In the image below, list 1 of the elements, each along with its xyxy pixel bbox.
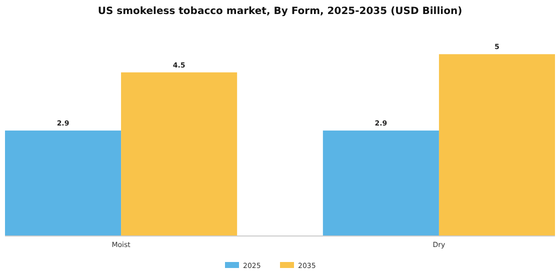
chart-title: US smokeless tobacco market, By Form, 2025-2035 (USD Billion) bbox=[98, 6, 462, 17]
